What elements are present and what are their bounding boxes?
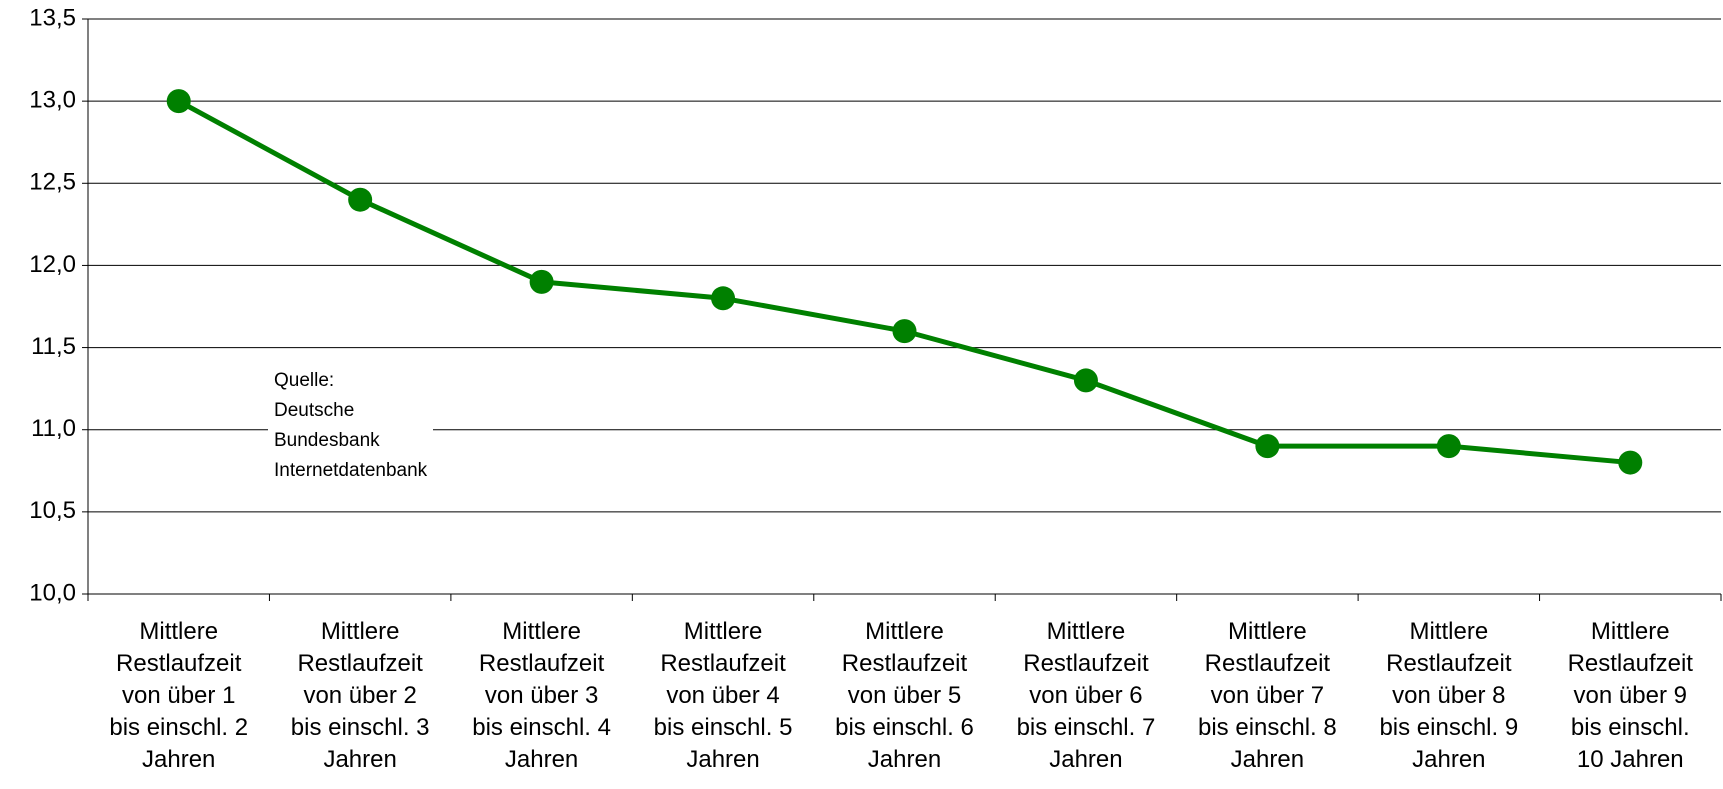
y-tick-label: 11,0 bbox=[31, 415, 76, 442]
y-tick-label: 10,0 bbox=[29, 579, 76, 606]
x-tick-label: Mittlere Restlaufzeit von über 5 bis ein… bbox=[835, 618, 974, 773]
y-tick-label: 13,0 bbox=[29, 86, 76, 113]
y-tick-label: 12,0 bbox=[29, 251, 76, 278]
point bbox=[1436, 434, 1461, 459]
grid bbox=[88, 18, 1721, 595]
y-tick-label: 12,5 bbox=[29, 169, 76, 196]
point bbox=[529, 269, 554, 294]
point bbox=[348, 187, 373, 212]
x-tick-label: Mittlere Restlaufzeit von über 2 bis ein… bbox=[290, 618, 430, 773]
point bbox=[1255, 434, 1280, 459]
point bbox=[166, 89, 191, 114]
point bbox=[1618, 450, 1643, 475]
source-note: Quelle: Deutsche Bundesbank Internetdate… bbox=[268, 364, 434, 488]
x-tick-label: Mittlere Restlaufzeit von über 6 bis ein… bbox=[1016, 618, 1156, 773]
y-tick-label: 11,5 bbox=[31, 333, 76, 360]
point bbox=[711, 286, 736, 311]
x-tick-label: Mittlere Restlaufzeit von über 3 bis ein… bbox=[472, 618, 611, 773]
x-tick-label: Mittlere Restlaufzeit von über 8 bis ein… bbox=[1379, 618, 1519, 773]
point bbox=[892, 319, 917, 344]
x-tick-label: Mittlere Restlaufzeit von über 1 bis ein… bbox=[109, 618, 249, 773]
y-tick-label: 13,5 bbox=[29, 4, 76, 31]
point bbox=[1073, 368, 1098, 393]
x-tick-label: Mittlere Restlaufzeit von über 4 bis ein… bbox=[653, 618, 793, 773]
x-tick-label: Mittlere Restlaufzeit von über 9 bis ein… bbox=[1567, 618, 1693, 773]
x-tick-label: Mittlere Restlaufzeit von über 7 bis ein… bbox=[1198, 618, 1337, 773]
y-tick-label: 10,5 bbox=[29, 497, 76, 524]
